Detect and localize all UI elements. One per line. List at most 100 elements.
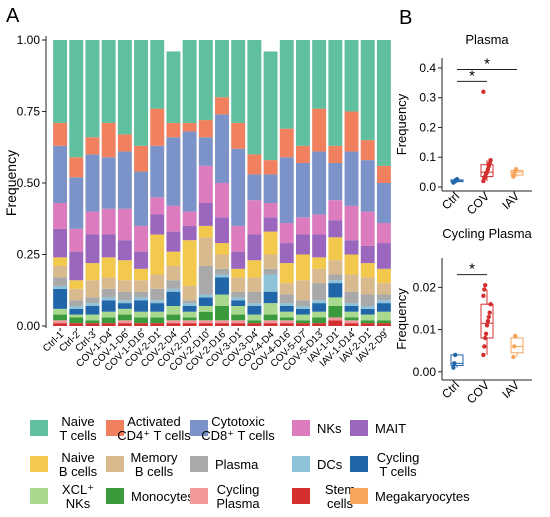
data-point [513,333,518,339]
bar-segment [166,205,181,232]
data-point [488,302,493,307]
x-tick-label: COV [464,189,492,217]
bar-segment [53,228,68,258]
bar-segment [117,208,132,241]
bar-segment [247,200,262,235]
bar-segment [134,300,149,312]
data-point [488,158,493,163]
bar-segment [215,320,229,324]
y-tick-label: 0.01 [413,323,437,337]
panel-b-label: B [399,7,412,29]
bar-segment [328,260,343,275]
bar-segment [312,257,327,269]
bar-segment [166,323,181,326]
bar-segment [101,297,116,301]
bar-segment [215,243,229,255]
bar-segment [53,288,68,309]
bar-segment [182,285,197,301]
bar-segment [344,240,359,255]
bar-segment [166,251,181,266]
bar-segment [69,177,84,229]
bar-segment [85,297,100,304]
data-point [453,352,458,358]
bar-segment [101,208,116,235]
bar-segment [134,280,149,292]
bar-segment [150,197,165,215]
bar-segment [376,294,391,301]
bar-segment [360,160,375,212]
bar-segment [215,294,229,306]
y-axis-label: Frequency [394,93,409,155]
bar-segment [279,294,294,304]
bar-segment [182,131,197,212]
bar-segment [215,254,229,269]
bar-segment [247,234,262,261]
bar-segment [53,257,68,266]
bar-segment [344,323,359,326]
bar-segment [328,237,343,261]
bar-segment [198,237,213,266]
legend-label: Memory [131,450,178,465]
bar-segment [295,314,310,321]
bar-segment [69,317,84,324]
bar-segment [279,128,294,158]
bar-segment [328,200,343,221]
bar-segment [134,171,149,226]
bar-segment [215,277,229,295]
y-tick-label: 0.2 [419,120,436,134]
bar-segment [263,217,278,232]
stacked-bar-chart: 0.000.250.500.751.00FrequencyCtrl-1Ctrl-… [3,33,391,374]
bar-segment [101,122,116,158]
bar-segment [198,165,213,204]
bar-segment [295,145,310,163]
data-point [511,354,516,360]
bar-segment [69,308,84,315]
data-point [483,283,488,288]
bar-segment [360,323,375,326]
bar-segment [231,291,246,298]
bar-segment [312,311,327,318]
bar-segment [279,283,294,295]
bar-segment [263,203,278,218]
bar-segment [279,311,294,318]
bar-segment [231,40,246,123]
bar-segment [166,231,181,252]
bar-segment [117,280,132,292]
bar-segment [85,137,100,155]
bar-segment [215,268,229,275]
bar-segment [198,297,213,306]
bar-segment [312,283,327,301]
bar-segment [231,277,246,292]
bar-segment [376,40,391,166]
bar-segment [344,151,359,206]
x-tick-label: IAV [499,378,522,401]
bar-segment [279,305,294,312]
data-point [481,293,486,298]
bar-segment [85,263,100,281]
data-point [482,344,487,349]
bar-segment [328,283,343,298]
bar-segment [117,300,132,304]
bar-segment [182,122,197,132]
bar-segment [312,303,327,312]
bar-segment [247,154,262,175]
bar-segment [134,40,149,146]
bar-segment [69,288,84,301]
legend-label: Naive [61,414,94,429]
bar-segment [263,323,278,326]
legend-label: CD8⁺ T cells [201,428,275,443]
bar-segment [344,111,359,152]
bar-segment [376,268,391,284]
significance-label: * [469,261,475,278]
y-tick-label: 1.00 [17,33,41,47]
bar-segment [69,157,84,178]
legend-swatch [350,420,368,436]
bar-segment [101,317,116,324]
legend-swatch [190,456,208,472]
bar-segment [279,157,294,224]
legend-label: Monocytes [131,489,194,504]
bar-segment [53,308,68,315]
legend-swatch [30,420,48,436]
data-point [481,89,486,94]
